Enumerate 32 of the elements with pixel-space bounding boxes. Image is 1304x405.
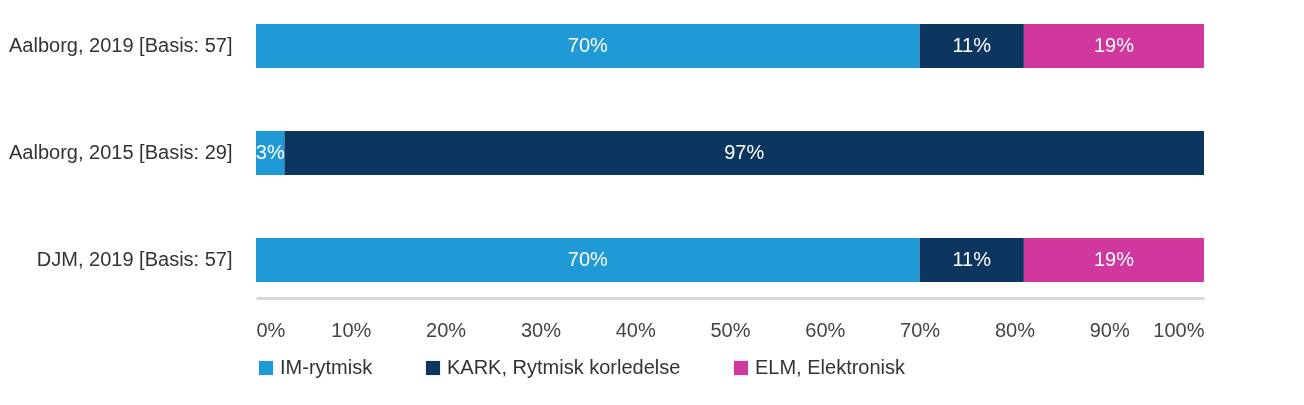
bar — [919, 24, 1024, 68]
x-tick-label: 0% — [256, 318, 286, 341]
bar — [256, 238, 920, 282]
bar — [919, 238, 1024, 282]
data-label: 3% — [255, 141, 285, 163]
bar — [1023, 238, 1204, 282]
x-tick-label: 10% — [331, 318, 372, 341]
legend-label: ELM, Elektronisk — [755, 356, 907, 378]
x-tick-label: 80% — [994, 318, 1036, 341]
data-label: 19% — [1093, 33, 1135, 56]
bar — [1023, 24, 1204, 68]
x-tick-label: 70% — [900, 318, 941, 341]
data-label: 19% — [1093, 248, 1135, 271]
x-tick-label: 30% — [520, 318, 562, 341]
y-tick-label: Aalborg, 2015 [Basis: 29] — [9, 141, 233, 163]
data-label: 97% — [724, 141, 765, 163]
x-tick-label: 50% — [710, 318, 751, 341]
bar — [256, 24, 920, 68]
legend-label: KARK, Rytmisk korledelse — [447, 356, 681, 378]
y-tick-label: DJM, 2019 [Basis: 57] — [36, 248, 233, 271]
data-label: 11% — [952, 248, 992, 271]
data-label: 70% — [567, 248, 609, 271]
x-tick-label: 60% — [805, 318, 846, 341]
legend-label: IM-rytmisk — [280, 356, 374, 378]
data-label: 11% — [952, 33, 992, 56]
data-label: 70% — [567, 33, 609, 56]
x-tick-label: 40% — [615, 318, 656, 341]
y-tick-label: Aalborg, 2019 [Basis: 57] — [9, 33, 233, 56]
x-tick-label: 100% — [1153, 318, 1205, 341]
x-tick-label: 90% — [1089, 318, 1130, 341]
x-tick-label: 20% — [426, 318, 467, 341]
bar — [284, 131, 1204, 175]
